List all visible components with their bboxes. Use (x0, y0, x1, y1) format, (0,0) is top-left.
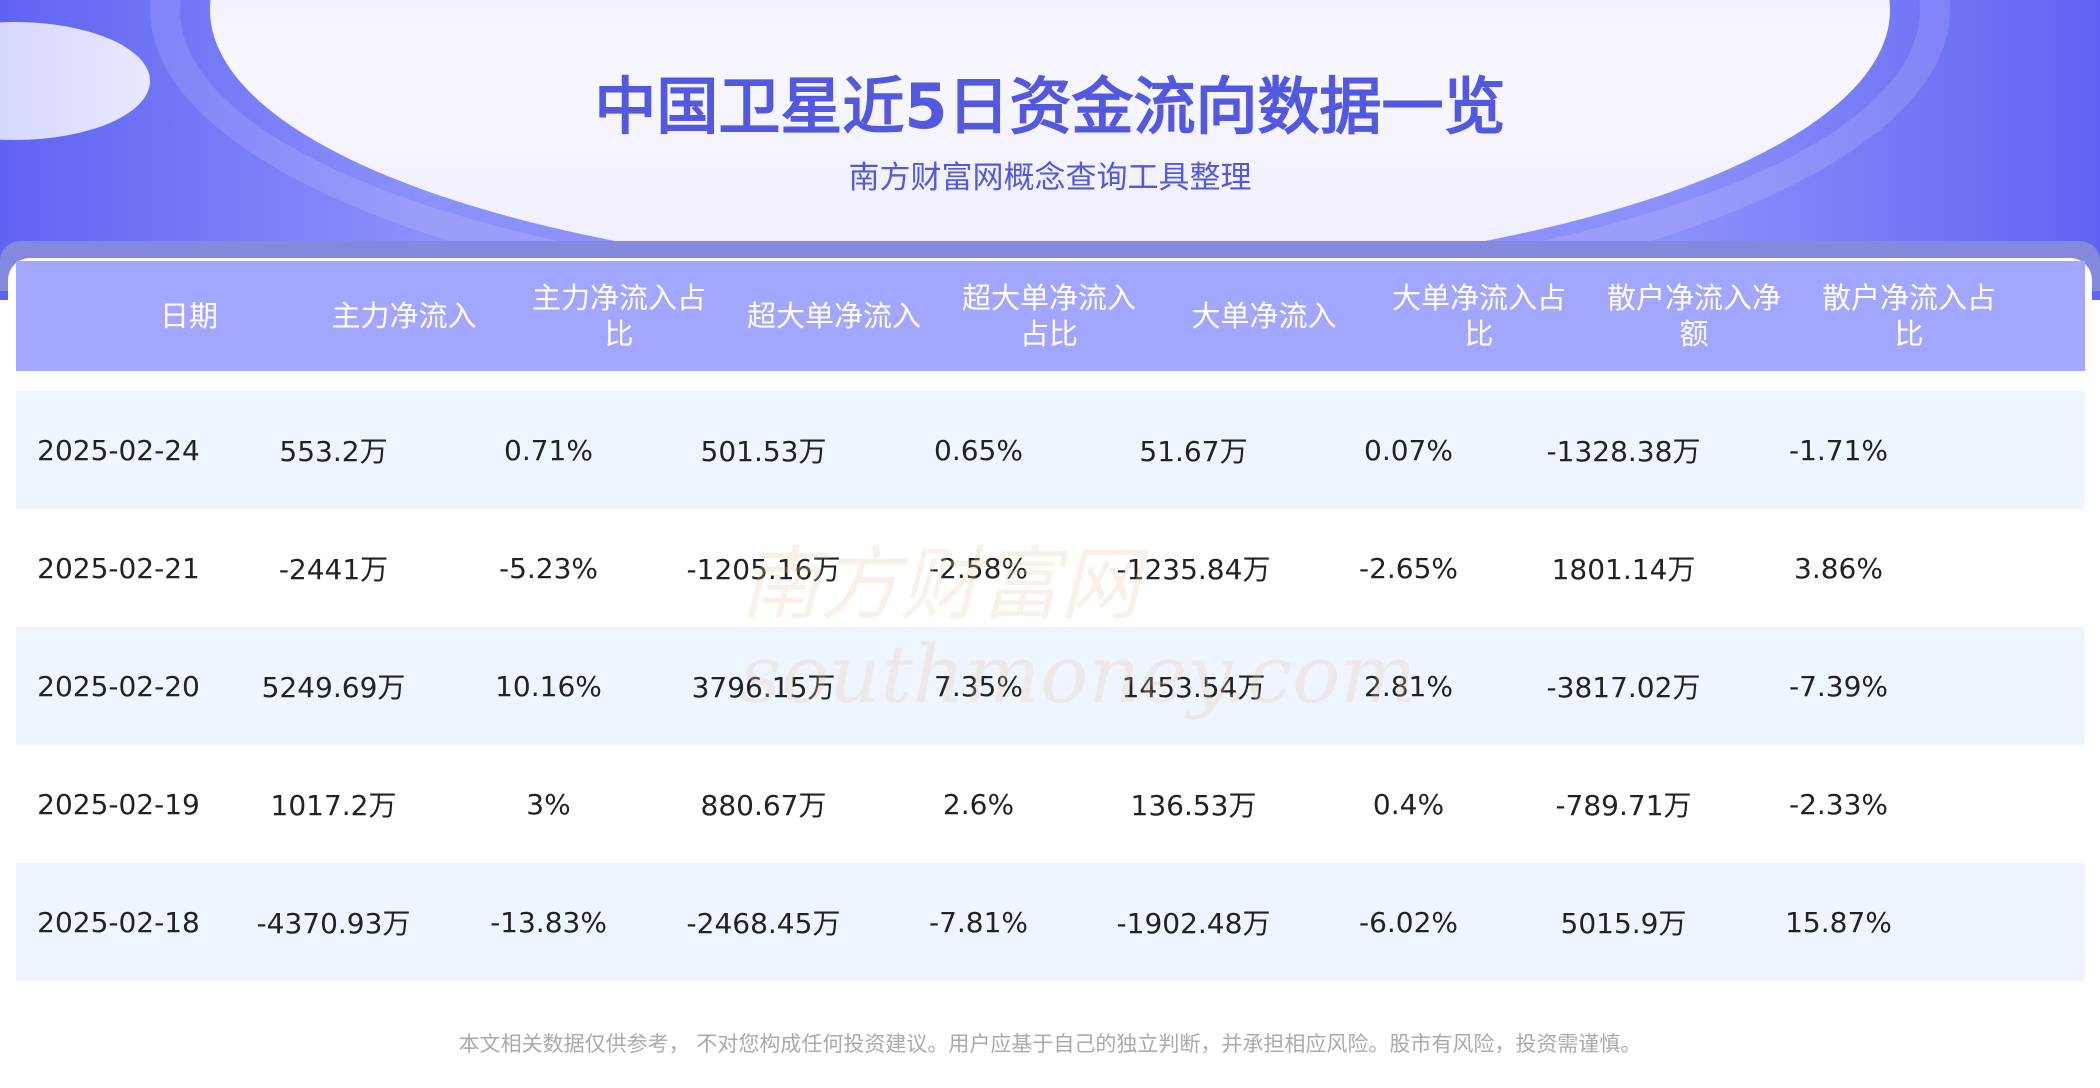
column-header: 超大单净流入占比 (961, 281, 1136, 351)
column-header: 大单净流入占比 (1391, 281, 1566, 351)
table-cell: -2.33% (1788, 787, 1889, 821)
table-cell: 7.35% (934, 669, 1023, 703)
table-cell: -1902.48万 (1116, 907, 1271, 940)
table-cell: 15.87% (1785, 905, 1892, 939)
table-row: 2025-02-19 1017.2万 3% 880.67万 2.6% 136.53万 0.4… (16, 745, 2085, 863)
table-header: 日期 主力净流入 主力净流入占比 超大单净流入 超大单净流入占比 大单净流入 大单净流入占比… (16, 261, 2085, 371)
table-cell: 2025-02-19 (37, 787, 200, 821)
table-cell: 136.53万 (1130, 789, 1257, 822)
table-cell: -13.83% (490, 905, 607, 939)
column-header: 超大单净流入 (746, 299, 921, 333)
column-header: 主力净流入占比 (531, 281, 706, 351)
table-cell: -6.02% (1358, 905, 1459, 939)
table-cell: -1328.38万 (1546, 435, 1701, 468)
table-cell: 0.71% (504, 433, 593, 467)
table-cell: 553.2万 (279, 435, 388, 468)
column-header: 散户净流入净额 (1606, 281, 1781, 351)
table-cell: -7.81% (928, 905, 1029, 939)
table-cell: -1205.16万 (686, 553, 841, 586)
table-cell: 1453.54万 (1121, 671, 1266, 704)
table-cell: -5.23% (498, 551, 599, 585)
table-cell: -2468.45万 (686, 907, 841, 940)
table-cell: -1.71% (1788, 433, 1889, 467)
table-cell: 1801.14万 (1551, 553, 1696, 586)
table-cell: -3817.02万 (1546, 671, 1701, 704)
watermark-en: southmoney.com (740, 628, 1417, 721)
table-cell: -1235.84万 (1116, 553, 1271, 586)
table-cell: 5249.69万 (261, 671, 406, 704)
column-header: 主力净流入 (331, 299, 477, 333)
table-row: 2025-02-18 -4370.93万 -13.83% -2468.45万 -7.81… (16, 863, 2085, 981)
table-cell: 501.53万 (700, 435, 827, 468)
table-cell: 2.6% (942, 787, 1015, 821)
column-header: 日期 (159, 299, 218, 333)
table-cell: 3.86% (1794, 551, 1883, 585)
table-cell: 0.65% (934, 433, 1023, 467)
table-cell: 2025-02-24 (37, 433, 200, 467)
page-title: 中国卫星近5日资金流向数据一览 (594, 70, 1506, 143)
table-cell: 2025-02-21 (37, 551, 200, 585)
column-header: 大单净流入 (1191, 299, 1337, 333)
watermark: 南方财富网 southmoney.com (740, 540, 1416, 720)
table-cell: -2441万 (278, 553, 389, 586)
column-header: 散户净流入占比 (1821, 281, 1996, 351)
table-row: 2025-02-20 5249.69万 10.16% 3796.15万 7.35% 145… (16, 627, 2085, 745)
table-cell: -789.71万 (1555, 789, 1692, 822)
table-cell: -2.58% (928, 551, 1029, 585)
table-cell: 5015.9万 (1560, 907, 1687, 940)
page-subtitle: 南方财富网概念查询工具整理 (848, 160, 1252, 196)
table-cell: 0.07% (1364, 433, 1453, 467)
watermark-cn: 南方财富网 (740, 538, 1140, 631)
table-cell: 2025-02-20 (37, 669, 200, 703)
table-cell: 3796.15万 (691, 671, 836, 704)
table-cell: 2.81% (1364, 669, 1453, 703)
table-row: 2025-02-24 553.2万 0.71% 501.53万 0.65% 51.67万 0… (16, 391, 2085, 509)
table-cell: 880.67万 (700, 789, 827, 822)
table-cell: 2025-02-18 (37, 905, 200, 939)
table-cell: 3% (526, 787, 571, 821)
table-cell: 0.4% (1372, 787, 1445, 821)
table-cell: 1017.2万 (270, 789, 397, 822)
table-cell: -7.39% (1788, 669, 1889, 703)
table-cell: 10.16% (495, 669, 602, 703)
table-cell: 51.67万 (1139, 435, 1248, 468)
footer-disclaimer: 本文相关数据仅供参考， 不对您构成任何投资建议。用户应基于自己的独立判断，并承担… (458, 1032, 1642, 1056)
table-cell: -4370.93万 (256, 907, 411, 940)
table-cell: -2.65% (1358, 551, 1459, 585)
table-row: 2025-02-21 -2441万 -5.23% -1205.16万 -2.58% -12… (16, 509, 2085, 627)
